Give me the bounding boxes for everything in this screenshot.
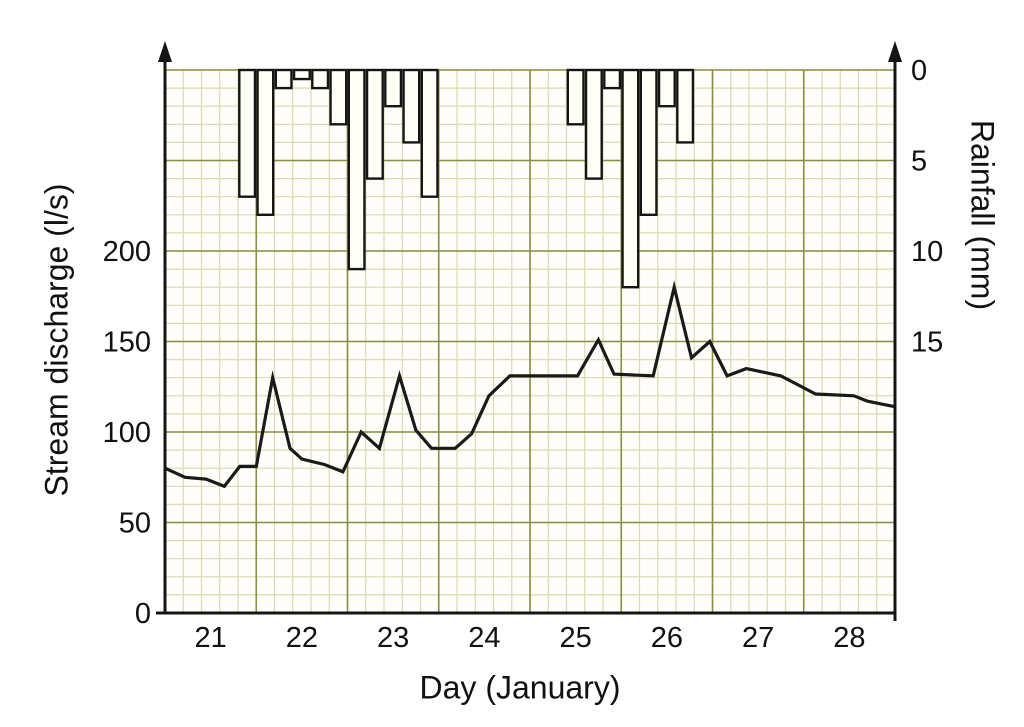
x-axis-tick-label: 28 [833, 622, 865, 654]
x-axis-title: Day (January) [419, 669, 621, 706]
rain-bar [347, 68, 366, 271]
x-axis-tick-label: 27 [742, 622, 774, 654]
rain-bar [639, 68, 658, 217]
rain-bar [420, 68, 439, 198]
rain-bar [329, 68, 348, 126]
left-axis-tick-label: 150 [103, 327, 151, 359]
x-axis-tick-label: 26 [651, 622, 683, 654]
x-axis-tick-label: 25 [559, 622, 591, 654]
right-axis-tick-label: 15 [911, 327, 943, 359]
right-axis-arrow-icon [888, 41, 902, 62]
rain-bar [676, 68, 695, 144]
rain-bar [238, 68, 257, 198]
right-axis-tick-label: 0 [911, 55, 927, 87]
rain-bar [584, 68, 603, 180]
left-axis-tick-label: 50 [119, 508, 151, 540]
left-axis-title: Stream discharge (l/s) [38, 183, 75, 497]
x-axis-tick-label: 22 [286, 622, 318, 654]
rain-bar [603, 68, 622, 90]
right-axis-title: Rainfall (mm) [964, 119, 1001, 311]
left-axis-tick-label: 200 [103, 236, 151, 268]
left-axis-arrow-icon [158, 41, 172, 62]
discharge-line [164, 280, 896, 489]
rain-bar [274, 68, 293, 90]
rain-bar [402, 68, 421, 144]
left-axis-tick-label: 100 [103, 417, 151, 449]
rain-bar [657, 68, 676, 108]
rain-bar [384, 68, 403, 108]
rain-bar [292, 68, 311, 81]
rain-bar [256, 68, 275, 217]
rain-bar [311, 68, 330, 90]
rain-bar [566, 68, 585, 126]
rain-bar [621, 68, 640, 289]
x-axis-tick-label: 23 [377, 622, 409, 654]
right-axis-tick-label: 5 [911, 146, 927, 178]
x-axis-tick-label: 24 [468, 622, 500, 654]
rain-bar [365, 68, 384, 180]
left-axis-tick-label: 0 [135, 598, 151, 630]
right-axis-tick-label: 10 [911, 236, 943, 268]
x-axis-tick-label: 21 [194, 622, 226, 654]
